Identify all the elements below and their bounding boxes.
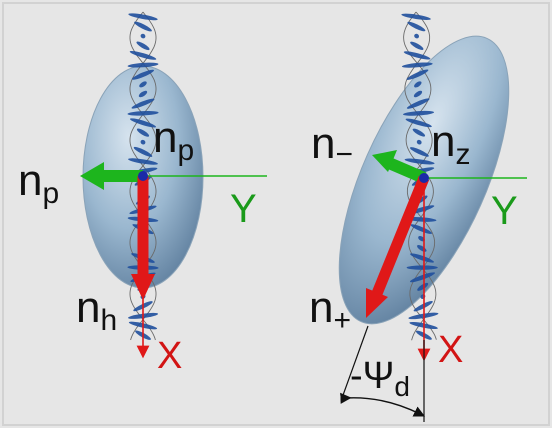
right-nminus-label: n−	[311, 119, 353, 171]
molecule-rod	[140, 33, 146, 39]
molecule-rod	[412, 128, 426, 137]
molecule-rod	[418, 235, 425, 242]
molecule-rod	[409, 272, 436, 283]
left-panel: np np nh Y X	[18, 11, 267, 377]
molecule-rod	[406, 98, 430, 109]
right-nplus-arrowhead	[366, 288, 388, 318]
molecule-rod	[407, 21, 426, 32]
right-nz-label: nz	[431, 117, 470, 171]
left-np-outer-label: np	[18, 156, 59, 210]
angle-arc	[340, 392, 426, 417]
molecule-rod	[139, 81, 147, 88]
molecule-rod	[403, 51, 431, 60]
molecule-rod	[406, 69, 429, 80]
molecule-rod	[416, 139, 422, 145]
molecule-rod	[410, 147, 429, 157]
molecule-rod	[136, 128, 150, 137]
molecule-rod	[134, 21, 152, 32]
molecule-rod	[414, 33, 420, 39]
molecule-rod	[133, 146, 153, 157]
molecule-rod	[128, 13, 158, 21]
angle-label: -Ψd	[350, 355, 410, 402]
angle-ref-tilted	[341, 325, 369, 399]
molecule-rod	[406, 265, 438, 270]
left-origin	[138, 171, 148, 181]
left-nh-arrowhead	[131, 274, 155, 300]
molecule-rod	[417, 282, 429, 291]
molecule-rod	[140, 139, 146, 145]
right-origin	[419, 173, 429, 183]
molecule-rod	[404, 158, 435, 165]
molecule-rod	[136, 41, 150, 51]
molecule-rod	[127, 62, 159, 68]
right-nminus-arrow	[386, 157, 427, 184]
left-np-arrowhead	[80, 162, 104, 190]
right-nminus-arrowhead	[372, 150, 397, 172]
molecule-rod	[413, 90, 423, 98]
right-nplus-arrow	[370, 175, 430, 299]
molecule-rod	[401, 13, 431, 20]
left-y-axis-label: Y	[230, 187, 257, 231]
molecule-rod	[402, 110, 435, 116]
molecule-rod	[410, 224, 432, 234]
right-y-axis-label: Y	[491, 189, 518, 233]
molecule-rod	[401, 62, 433, 68]
molecule-rod	[405, 118, 432, 128]
right-panel: n− nz n+ Y X -Ψd	[309, 11, 527, 422]
molecule-rod	[128, 158, 158, 165]
left-x-axis-label: X	[157, 335, 182, 377]
molecule-rod	[131, 98, 155, 109]
molecule-rod	[138, 90, 148, 98]
molecule-rod	[127, 110, 159, 116]
molecule-rod	[129, 51, 157, 60]
molecule-rod	[129, 118, 157, 128]
molecule-rod	[414, 81, 422, 88]
left-nh-label: nh	[76, 283, 117, 337]
molecule-rod	[410, 253, 434, 263]
left-np-inner-label: np	[153, 113, 194, 167]
right-x-axis-label: X	[438, 329, 463, 371]
molecule-rod	[131, 69, 155, 80]
molecule-rod	[410, 41, 424, 50]
right-nplus-label: n+	[309, 283, 351, 337]
